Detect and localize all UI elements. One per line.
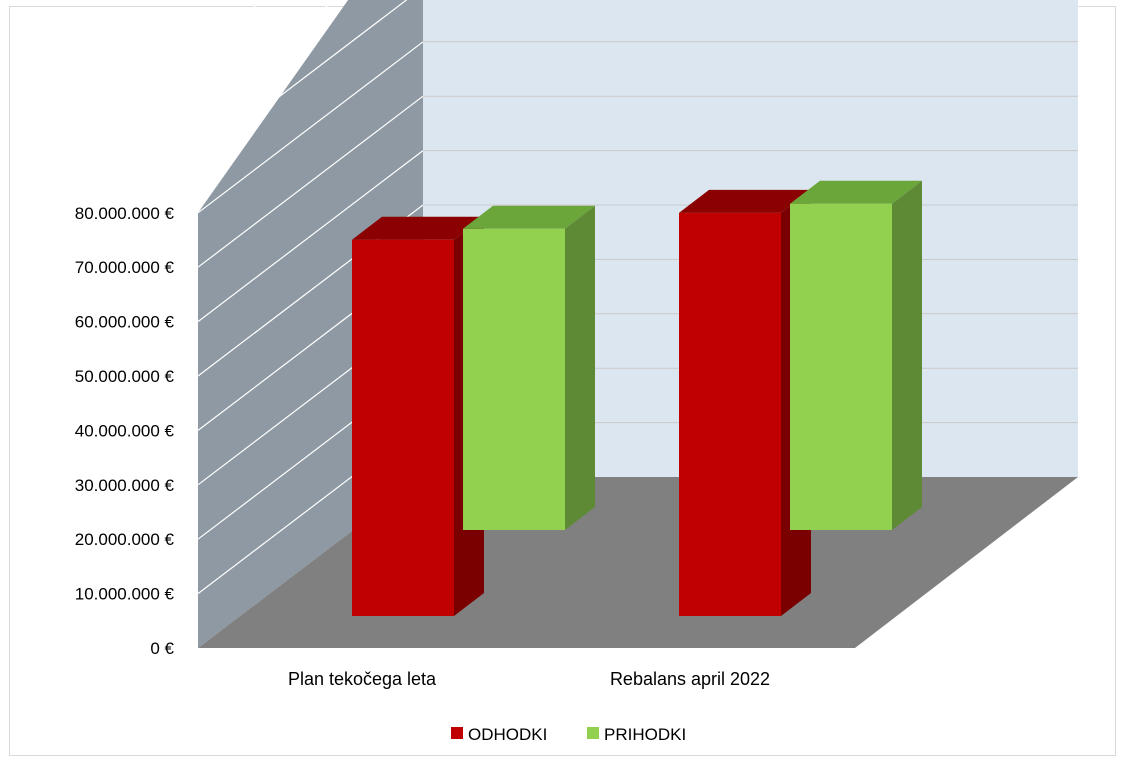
y-tick-label: 10.000.000 € [75,585,175,604]
y-axis-ticks: 0 € 10.000.000 € 20.000.000 € 30.000.000 € 4… [75,204,175,658]
gridline [197,0,265,51]
gridline [197,0,408,159]
y-tick-label: 80.000.000 € [75,204,175,223]
legend: ODHODKI PRIHODKI [451,725,686,744]
bar-top [790,180,922,204]
y-tick-label: 0 € [150,639,174,658]
gridline [197,95,424,268]
bar-front [352,239,454,616]
gridline [197,0,336,105]
x-axis-categories: Plan tekočega leta Rebalans april 2022 [288,669,770,689]
legend-label: PRIHODKI [604,725,686,744]
bar-top [679,189,811,213]
y-tick-label: 40.000.000 € [75,421,175,440]
y-tick-label: 60.000.000 € [75,313,175,332]
gridline [197,41,424,214]
legend-label: ODHODKI [468,725,547,744]
legend-swatch [451,727,463,739]
bar-side [565,205,595,531]
bar-prihodki-2 [790,180,922,530]
y-tick-label: 20.000.000 € [75,530,175,549]
bar-top [463,205,595,229]
legend-swatch [587,727,599,739]
bar-top [352,216,484,240]
gridline [197,150,424,323]
bar-front [463,228,565,531]
bar-front [790,203,892,530]
bar-front [679,212,781,616]
bars [352,180,922,616]
y-tick-label: 70.000.000 € [75,258,175,277]
category-label: Plan tekočega leta [288,669,437,689]
bar-prihodki-1 [463,205,595,531]
y-tick-label: 50.000.000 € [75,367,175,386]
category-label: Rebalans april 2022 [610,669,770,689]
bar-side [892,180,922,530]
y-tick-label: 30.000.000 € [75,476,175,495]
